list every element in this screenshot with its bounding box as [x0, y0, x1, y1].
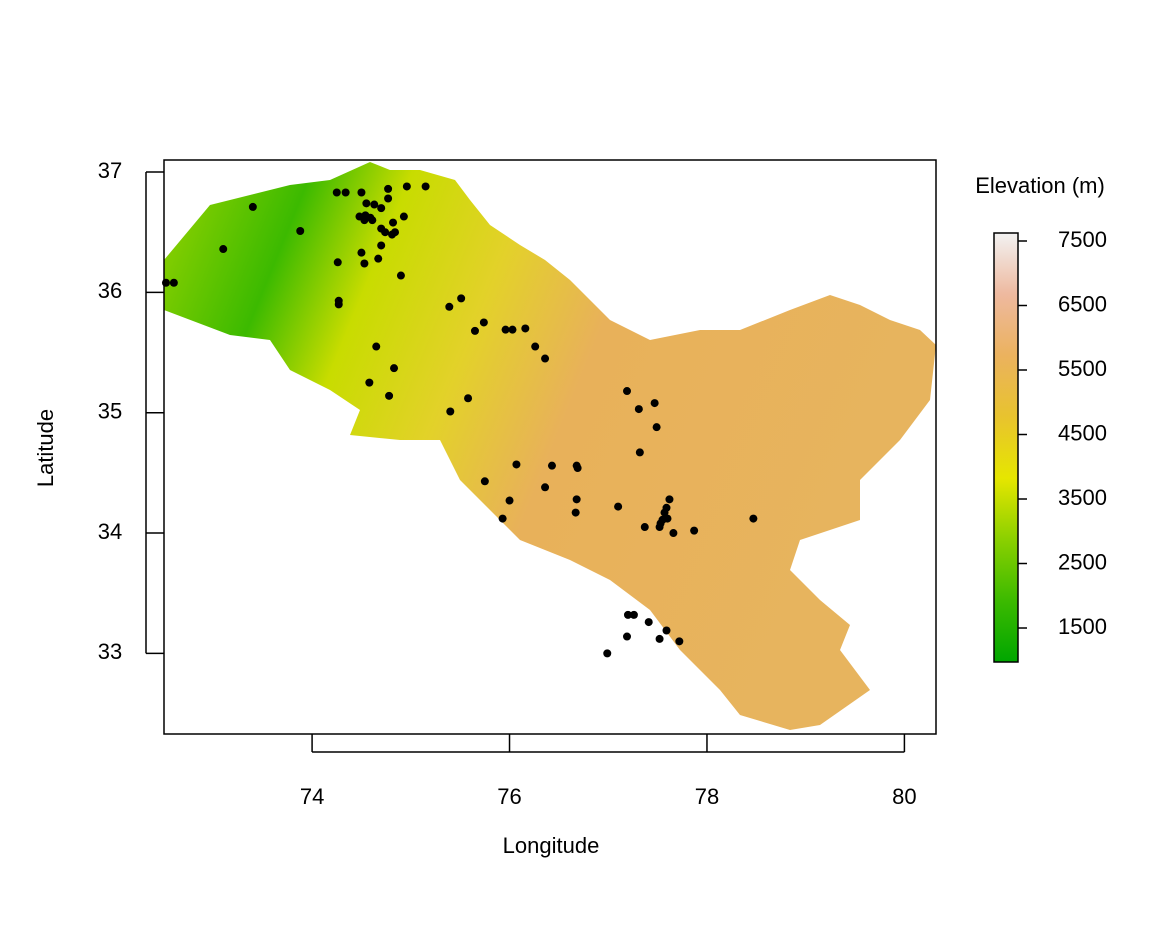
station-point	[614, 502, 623, 511]
station-point	[362, 199, 371, 208]
station-point	[385, 391, 394, 400]
station-point	[390, 364, 399, 373]
station-point	[464, 394, 473, 403]
station-point	[644, 618, 653, 627]
station-point	[660, 508, 669, 517]
station-point	[655, 523, 664, 532]
y-tick-label: 36	[98, 278, 122, 303]
station-point	[662, 626, 671, 635]
station-point	[573, 464, 582, 473]
station-point	[377, 241, 386, 250]
station-point	[384, 194, 393, 203]
y-tick-label: 35	[98, 399, 122, 424]
station-point	[505, 496, 514, 505]
station-point	[389, 218, 398, 227]
station-point	[501, 325, 510, 334]
station-point	[360, 259, 369, 268]
station-point	[521, 324, 530, 333]
station-point	[446, 407, 455, 416]
station-point	[650, 399, 659, 408]
station-point	[749, 514, 758, 523]
station-point	[391, 228, 400, 237]
station-point	[623, 610, 632, 619]
y-tick-label: 34	[98, 519, 122, 544]
station-point	[370, 200, 379, 209]
station-point	[655, 634, 664, 643]
station-point	[402, 182, 411, 191]
station-point	[640, 523, 649, 532]
colorbar-tick-label: 5500	[1058, 356, 1107, 381]
station-point	[381, 228, 390, 237]
elevation-region	[164, 162, 936, 730]
x-axis-title: Longitude	[503, 833, 600, 858]
station-point	[396, 271, 405, 280]
station-point	[623, 387, 632, 396]
y-tick-label: 37	[98, 158, 122, 183]
colorbar-tick-label: 2500	[1058, 549, 1107, 574]
station-point	[333, 258, 342, 267]
station-point	[629, 610, 638, 619]
x-tick-label: 76	[497, 784, 521, 809]
station-point	[334, 300, 343, 309]
x-tick-label: 74	[300, 784, 324, 809]
station-point	[248, 202, 257, 211]
station-point	[508, 325, 517, 334]
station-point	[603, 649, 612, 658]
station-point	[445, 302, 454, 311]
colorbar	[993, 232, 1019, 663]
x-tick-label: 80	[892, 784, 916, 809]
colorbar-tick-label: 7500	[1058, 227, 1107, 252]
plot-frame	[163, 159, 937, 735]
station-point	[360, 216, 369, 225]
station-point	[384, 184, 393, 193]
station-point	[634, 405, 643, 414]
station-point	[675, 637, 684, 646]
station-point	[669, 529, 678, 538]
station-point	[512, 460, 521, 469]
station-point	[572, 495, 581, 504]
x-tick-label: 78	[695, 784, 719, 809]
station-point	[541, 483, 550, 492]
y-axis-title: Latitude	[33, 409, 58, 487]
station-point	[372, 342, 381, 351]
station-point	[635, 448, 644, 457]
station-point	[457, 294, 466, 303]
station-point	[374, 254, 383, 263]
station-point	[665, 495, 674, 504]
station-point	[219, 245, 228, 254]
station-point	[547, 461, 556, 470]
station-point	[531, 342, 540, 351]
station-point	[296, 226, 305, 235]
station-point	[541, 354, 550, 363]
colorbar-tick-label: 4500	[1058, 420, 1107, 445]
station-point	[470, 326, 479, 335]
station-point	[377, 204, 386, 213]
colorbar-tick-label: 3500	[1058, 485, 1107, 510]
station-point	[480, 477, 489, 486]
station-point	[161, 278, 170, 287]
station-point	[479, 318, 488, 327]
y-tick-label: 33	[98, 639, 122, 664]
station-point	[498, 514, 507, 523]
colorbar-title: Elevation (m)	[975, 173, 1105, 198]
station-point	[399, 212, 408, 221]
colorbar-tick-label: 1500	[1058, 614, 1107, 639]
station-point	[623, 632, 632, 641]
station-point	[365, 378, 374, 387]
station-point	[571, 508, 580, 517]
station-point	[368, 216, 377, 225]
station-point	[357, 188, 366, 197]
station-point	[332, 188, 341, 197]
station-point	[421, 182, 430, 191]
station-point	[169, 278, 178, 287]
station-point	[341, 188, 350, 197]
station-point	[652, 423, 661, 432]
colorbar-tick-label: 6500	[1058, 291, 1107, 316]
station-point	[357, 248, 366, 257]
station-point	[690, 526, 699, 535]
